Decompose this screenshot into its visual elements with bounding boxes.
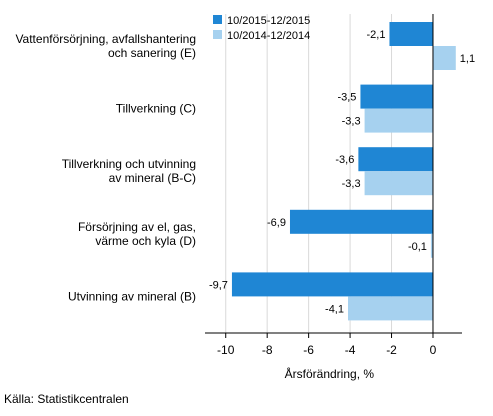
category-label: Utvinning av mineral (B) <box>68 289 196 303</box>
data-label: -3,3 <box>342 116 361 128</box>
category-label: Tillverkning (C) <box>116 102 196 116</box>
category-label: värme och kyla (D) <box>95 234 196 248</box>
x-tick-label: -2 <box>386 343 397 357</box>
x-tick-label: 0 <box>430 343 437 357</box>
x-tick-label: -4 <box>345 343 356 357</box>
bar-series2 <box>348 296 433 321</box>
bar-series1 <box>360 84 433 109</box>
legend-label: 10/2014-12/2014 <box>227 30 310 42</box>
category-label: Vattenförsörjning, avfallshantering <box>15 32 196 46</box>
bar-series1 <box>358 147 433 172</box>
x-tick-label: -10 <box>217 343 235 357</box>
category-label: och sanering (E) <box>108 46 196 60</box>
bar-series2 <box>432 46 456 70</box>
category-label: Tillverkning och utvinning <box>62 157 196 171</box>
bar-series1 <box>231 272 433 297</box>
bar-series2 <box>364 171 433 196</box>
x-tick-label: -6 <box>303 343 314 357</box>
data-label: -6,9 <box>267 217 286 229</box>
x-tick-label: -8 <box>262 343 273 357</box>
data-label: -4,1 <box>325 303 344 315</box>
bar-series2 <box>364 108 433 133</box>
data-label: -3,3 <box>342 178 361 190</box>
source-note: Källa: Statistikcentralen <box>4 392 129 406</box>
data-label: -0,1 <box>408 241 427 253</box>
bar-series1 <box>289 209 433 234</box>
legend-label: 10/2015-12/2015 <box>227 15 310 27</box>
data-label: -9,7 <box>209 279 228 291</box>
x-axis-title: Årsförändring, % <box>285 366 375 381</box>
bar-series2 <box>430 233 433 258</box>
category-label: Försörjning av el, gas, <box>78 220 196 234</box>
data-label: -3,6 <box>335 154 354 166</box>
legend-swatch <box>213 15 222 24</box>
bar-series1 <box>389 22 433 46</box>
category-label: av mineral (B-C) <box>109 171 196 185</box>
legend-swatch <box>213 30 222 39</box>
data-label: 1,1 <box>460 53 475 65</box>
data-label: -3,5 <box>337 92 356 104</box>
data-label: -2,1 <box>366 29 385 41</box>
